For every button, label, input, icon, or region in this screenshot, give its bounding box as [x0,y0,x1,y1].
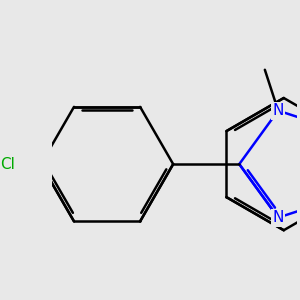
Text: N: N [272,103,284,118]
Text: Cl: Cl [1,157,15,172]
Text: N: N [272,210,284,225]
